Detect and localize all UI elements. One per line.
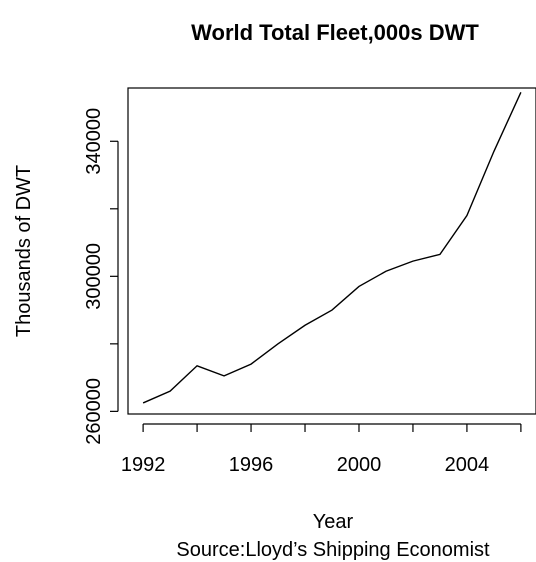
x-axis: 1992 1996 2000 2004 [121, 423, 522, 476]
data-points [142, 91, 523, 405]
x-axis-label: Year [313, 511, 354, 533]
plot-frame [127, 87, 536, 415]
y-axis-label: Thousands of DWT [13, 165, 35, 337]
y-tick-label: 340000 [83, 108, 105, 175]
y-tick-label: 260000 [83, 378, 105, 445]
x-tick-label: 2004 [445, 454, 490, 476]
x-tick-label: 1996 [229, 454, 274, 476]
chart-title: World Total Fleet,000s DWT [191, 20, 479, 45]
x-tick-label: 1992 [121, 454, 166, 476]
series-line [142, 92, 522, 404]
source-note: Source:Lloyd’s Shipping Economist [176, 539, 490, 561]
y-tick-label: 300000 [83, 243, 105, 310]
x-tick-label: 2000 [337, 454, 382, 476]
y-axis: 260000 300000 340000 [83, 108, 119, 445]
